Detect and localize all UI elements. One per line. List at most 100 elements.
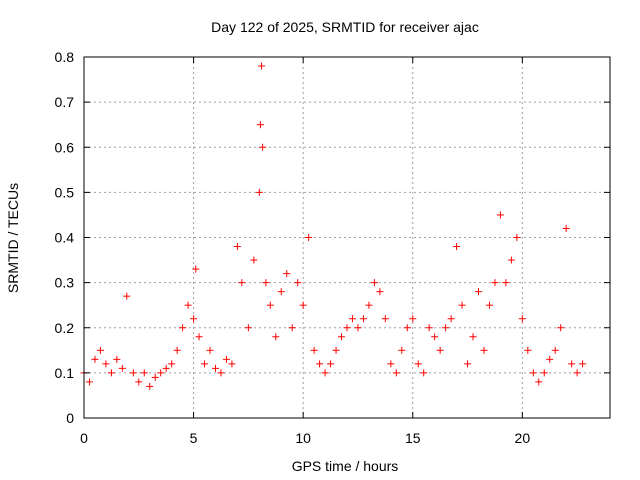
data-point [255,188,263,196]
data-point [283,270,291,278]
data-point [316,360,324,368]
data-point [551,346,559,354]
y-tick-label: 0.8 [55,49,75,65]
data-point [414,360,422,368]
data-point [513,234,521,241]
data-point [222,355,230,363]
data-point [453,243,461,251]
x-tick-label: 0 [80,430,88,446]
data-point [338,333,346,341]
y-tick-label: 0.7 [55,94,75,110]
x-tick-label: 10 [295,430,311,446]
data-point [192,265,200,273]
data-point [535,378,543,386]
data-point [288,324,296,332]
data-point [157,369,165,377]
data-point [431,333,439,341]
data-point [469,333,477,341]
data-point [258,62,266,70]
data-point [206,346,214,354]
data-point [299,301,307,309]
data-points [80,62,587,390]
data-point [195,333,203,341]
data-point [398,346,406,354]
data-point [540,369,548,377]
data-point [250,256,258,264]
y-tick-label: 0.5 [55,184,75,200]
data-point [85,378,93,386]
data-point [91,355,99,363]
x-tick-label: 15 [405,430,421,446]
data-point [436,346,444,354]
data-point [518,315,526,323]
data-point [502,279,510,287]
data-point [217,369,225,377]
data-point [348,315,356,323]
data-point [376,288,384,296]
data-point [168,360,176,368]
data-point [305,234,313,241]
data-point [370,279,378,287]
data-point [475,288,482,296]
data-point [496,211,504,219]
data-point [332,346,340,354]
data-point [579,360,587,368]
data-point [129,369,137,377]
data-point [294,279,302,287]
data-point [409,315,417,323]
data-point [485,301,493,309]
data-point [123,292,131,300]
data-point [524,346,532,354]
data-point [228,360,236,368]
data-point [238,279,246,287]
x-tick-label: 20 [515,430,531,446]
data-point [573,369,581,377]
data-point [266,301,274,309]
data-point [179,324,187,332]
data-point [557,324,565,332]
data-point [262,279,270,287]
data-point [146,382,154,390]
y-tick-label: 0 [66,410,74,426]
data-point [507,256,515,264]
grid-lines [84,57,610,418]
x-axis-label: GPS time / hours [292,458,399,474]
y-tick-label: 0.1 [55,365,75,381]
data-point [568,360,576,368]
data-point [425,324,433,332]
data-point [529,369,537,377]
data-point [327,360,335,368]
data-point [233,243,241,251]
data-point [491,279,499,287]
data-point [381,315,389,323]
data-point [190,315,198,323]
data-point [464,360,472,368]
data-point [447,315,455,323]
data-point [256,121,264,129]
data-point [118,364,126,372]
data-point [244,324,252,332]
data-point [277,288,285,296]
y-tick-label: 0.4 [55,230,75,246]
data-point [458,301,466,309]
data-point [107,369,115,377]
data-point [113,355,121,363]
data-point [546,355,554,363]
data-point [321,369,329,377]
axis-ticks: 0 0.1 0.2 0.3 0.4 0.5 0.6 0.7 0.8 0 5 10 15 20 [55,49,610,446]
data-point [173,346,181,354]
data-point [480,346,488,354]
data-point [343,324,351,332]
y-tick-label: 0.6 [55,139,75,155]
data-point [403,324,411,332]
chart-title: Day 122 of 2025, SRMTID for receiver aja… [211,19,479,35]
data-point [420,369,428,377]
data-point [184,301,192,309]
data-point [365,301,373,309]
data-point [392,369,400,377]
data-point [135,378,143,386]
y-tick-label: 0.2 [55,320,75,336]
x-tick-label: 5 [190,430,198,446]
data-point [562,224,570,232]
